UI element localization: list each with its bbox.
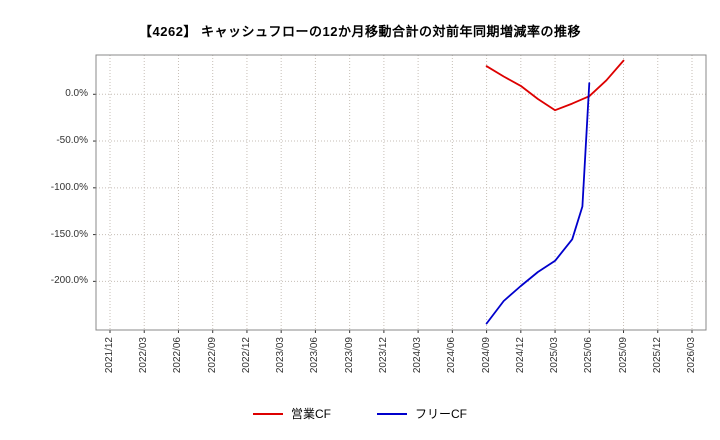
- x-axis-tick-label: 2025/12: [651, 337, 663, 374]
- plot-border: [95, 54, 707, 331]
- free-cf-line-swatch-icon: [377, 412, 407, 415]
- free-cf-series-line: [485, 82, 591, 325]
- x-axis-tick-label: 2023/03: [275, 337, 287, 374]
- free-cf-legend-label: フリーCF: [415, 407, 467, 421]
- x-axis-tick-label: 2021/12: [104, 337, 115, 374]
- x-axis-tick-label: 2024/03: [412, 337, 424, 374]
- y-axis-tick-label: -200.0%: [50, 275, 88, 287]
- x-axis-tick-label: 2022/09: [206, 337, 218, 374]
- operating-cf-legend-label: 営業CF: [291, 407, 331, 421]
- x-axis-tick-label: 2022/03: [138, 337, 150, 374]
- x-axis-tick-label: 2024/09: [480, 337, 492, 374]
- y-axis-tick-label: -50.0%: [56, 135, 88, 147]
- chart-title: 【4262】 キャッシュフローの12か月移動合計の対前年同期増減率の推移: [139, 24, 581, 39]
- x-axis-tick-label: 2023/09: [343, 337, 355, 374]
- legend-item-operating-cf: 営業CF: [253, 405, 331, 422]
- x-axis-tick-label: 2022/12: [240, 337, 252, 374]
- legend: 営業CF フリーCF: [0, 405, 720, 422]
- x-axis-tick-label: 2025/03: [549, 337, 561, 374]
- x-axis-tick-label: 2023/06: [309, 337, 321, 374]
- x-axis-tick-label: 2022/06: [172, 337, 184, 374]
- x-axis-tick-label: 2024/06: [446, 337, 458, 374]
- x-axis-tick-label: 2025/06: [583, 337, 595, 374]
- x-axis-tick-label: 2024/12: [514, 337, 526, 374]
- y-axis-tick-label: -100.0%: [50, 181, 88, 193]
- x-axis-tick-label: 2023/12: [377, 337, 389, 374]
- y-axis-tick-label: -150.0%: [50, 228, 88, 240]
- y-axis-tick-label: 0.0%: [65, 88, 88, 100]
- operating-cf-series-line: [485, 59, 625, 112]
- legend-item-free-cf: フリーCF: [377, 405, 467, 422]
- x-axis-tick-label: 2026/03: [686, 337, 697, 374]
- x-axis-tick-label: 2025/09: [617, 337, 629, 374]
- operating-cf-line-swatch-icon: [253, 412, 283, 415]
